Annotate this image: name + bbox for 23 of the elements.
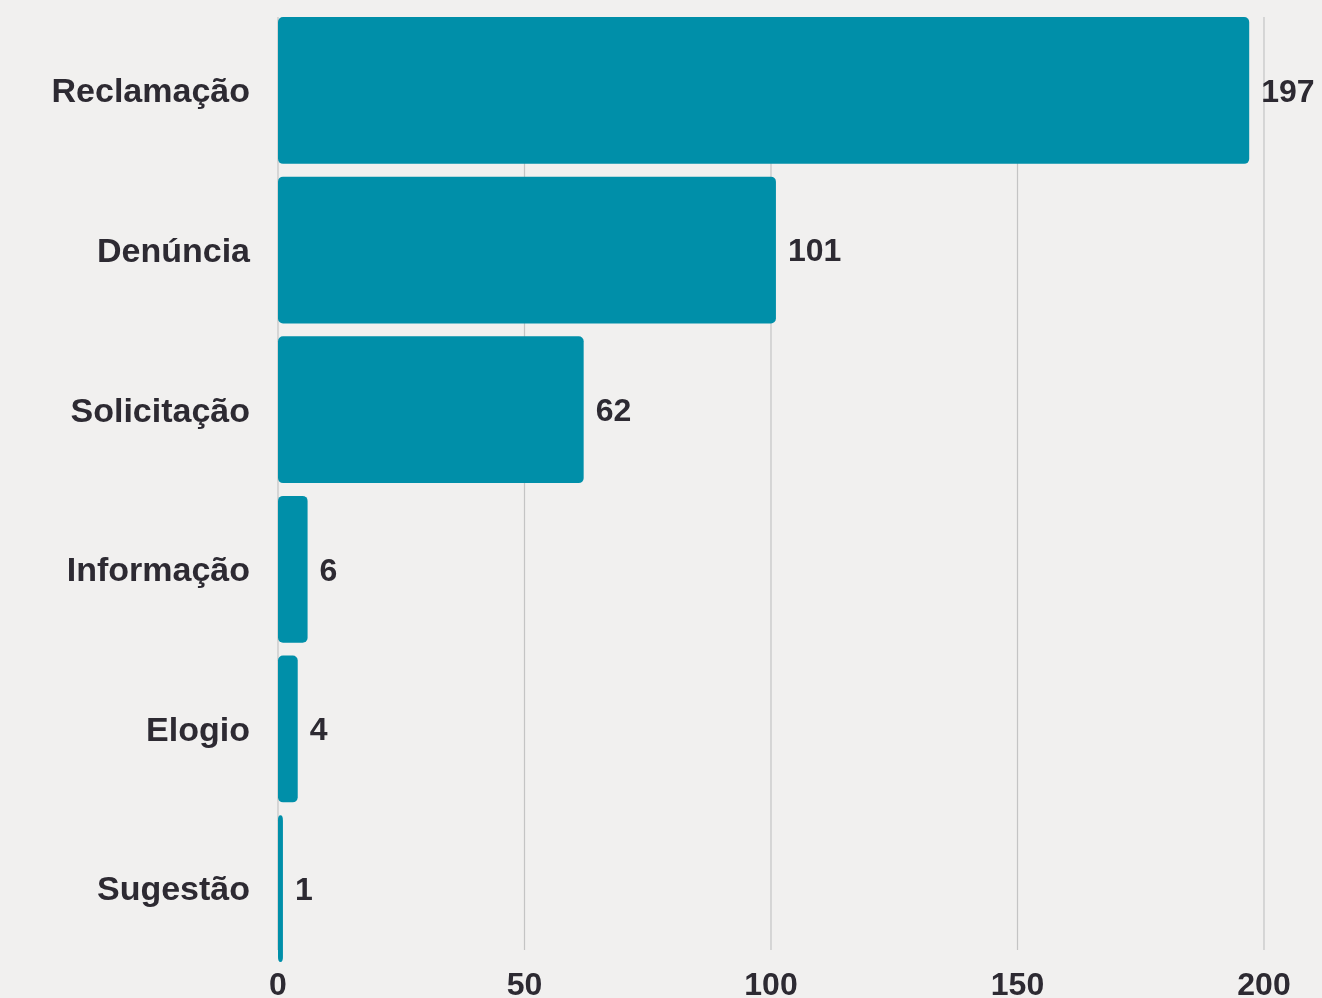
bar: [278, 176, 776, 324]
x-tick-label: 100: [744, 966, 798, 998]
y-tick-label: Elogio: [146, 709, 250, 748]
y-tick-label: Sugestão: [96, 869, 250, 908]
data-label: 62: [595, 391, 632, 428]
bar: [278, 336, 584, 484]
y-tick-label: Denúncia: [96, 230, 252, 269]
bar: [278, 655, 298, 803]
data-label: 197: [1261, 72, 1315, 109]
y-tick-label: Solicitação: [70, 390, 250, 429]
bar: [278, 495, 308, 643]
x-tick-label: 200: [1237, 966, 1291, 998]
bar: [278, 815, 283, 962]
bar: [278, 17, 1250, 164]
data-label: 101: [787, 232, 842, 269]
data-label: 4: [309, 711, 328, 748]
x-tick-label: 0: [269, 966, 287, 998]
x-tick-label: 50: [506, 966, 543, 998]
y-tick-label: Informação: [66, 550, 250, 589]
data-label: 1: [294, 870, 313, 907]
x-tick-label: 150: [990, 966, 1045, 998]
data-label: 6: [319, 551, 338, 588]
y-tick-label: Reclamação: [51, 71, 250, 110]
